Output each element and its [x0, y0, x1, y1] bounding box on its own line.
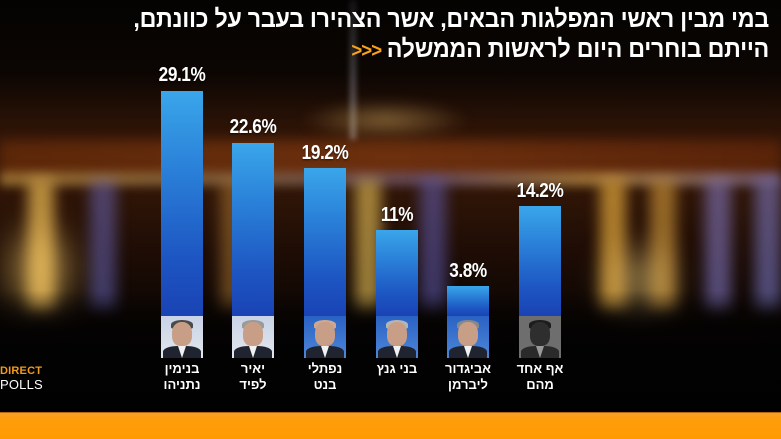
- candidate-name: נפתלי בנט: [307, 361, 343, 392]
- bar: [519, 206, 561, 316]
- flagpole-glow: [350, 0, 356, 140]
- value-label: 3.8%: [449, 260, 487, 282]
- logo-line-2: POLLS: [0, 377, 43, 392]
- bar-group-bennett: 19.2% נפתלי בנט: [302, 0, 349, 412]
- value-label: 29.1%: [158, 64, 206, 86]
- bar-group-lapid: 22.6% יאיר לפיד: [230, 0, 277, 412]
- chart-title: במי מבין ראשי המפלגות הבאים, אשר הצהירו …: [62, 4, 769, 66]
- bar-group-gantz: 11% בני גנץ: [376, 0, 418, 412]
- column-glow: [755, 180, 781, 310]
- value-label: 19.2%: [301, 142, 349, 164]
- column-glow: [90, 180, 116, 310]
- value-label: 22.6%: [229, 116, 277, 138]
- column-glow: [705, 180, 731, 310]
- chevrons-icon: <<<: [351, 40, 382, 62]
- direct-polls-logo: DIRECT POLLS: [0, 365, 43, 391]
- bar: [232, 143, 274, 316]
- title-line-1: במי מבין ראשי המפלגות הבאים, אשר הצהירו …: [133, 5, 769, 33]
- candidate-name: בני גנץ: [376, 361, 418, 376]
- bar-chart: 29.1% בנימין נתניהו 22.6% יאיר לפיד 19.2% …: [159, 0, 564, 412]
- bar-group-liberman: 3.8% אביגדור ליברמן: [445, 0, 491, 412]
- netanyahu-photo: [161, 316, 203, 358]
- gantz-photo: [376, 316, 418, 358]
- value-label: 14.2%: [516, 180, 564, 202]
- lapid-photo: [232, 316, 274, 358]
- title-line-2: הייתם בוחרים היום לראשות הממשלה<<<: [62, 34, 769, 66]
- candidate-name: אף אחד מהם: [516, 361, 564, 392]
- candidate-name: אביגדור ליברמן: [444, 361, 492, 392]
- column-glow: [420, 180, 446, 310]
- bar: [161, 91, 203, 316]
- bar-group-none-of-them: 14.2% אף אחד מהם: [517, 0, 564, 412]
- title-line-2-text: הייתם בוחרים היום לראשות הממשלה: [386, 35, 770, 63]
- bar-group-netanyahu: 29.1% בנימין נתניהו: [159, 0, 206, 412]
- bar: [304, 168, 346, 316]
- candidate-name: בנימין נתניהו: [163, 361, 201, 392]
- bottom-orange-bar: [0, 412, 781, 439]
- bar: [447, 286, 489, 316]
- bar: [376, 230, 418, 316]
- value-label: 11%: [380, 204, 414, 226]
- flag-glow: [300, 100, 470, 140]
- liberman-photo: [447, 316, 489, 358]
- logo-line-1: DIRECT: [0, 365, 43, 377]
- candidate-name: יאיר לפיד: [239, 361, 267, 392]
- none-of-them-silhouette: [519, 316, 561, 358]
- bennett-photo: [304, 316, 346, 358]
